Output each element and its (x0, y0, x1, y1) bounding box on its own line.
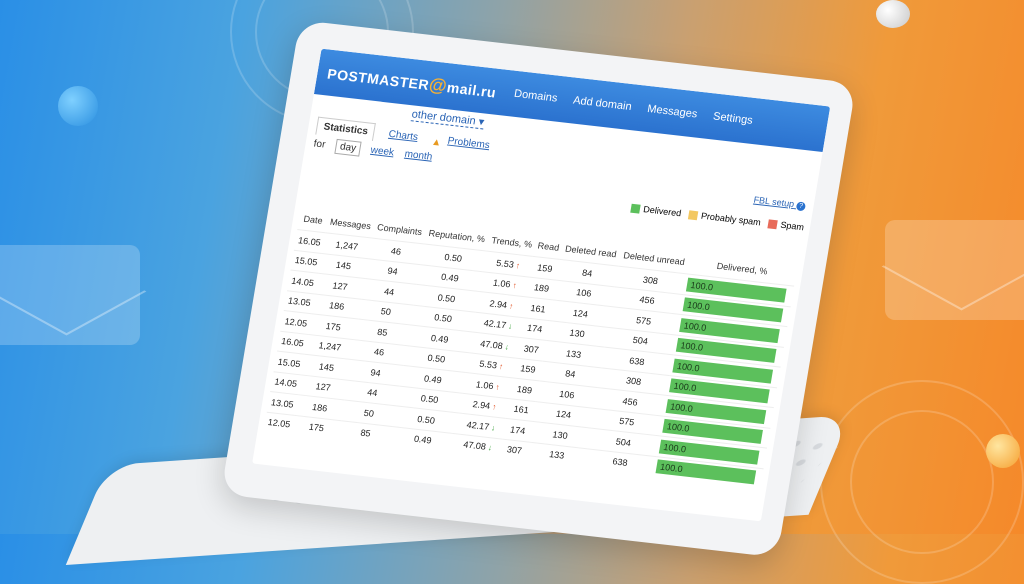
period-month[interactable]: month (403, 148, 434, 163)
arrow-up-icon: ↑ (506, 301, 514, 311)
arrow-up-icon: ↑ (513, 260, 521, 271)
help-icon[interactable]: ? (795, 201, 807, 212)
statistics-table: Date Messages Complaints Reputation, % T… (263, 192, 801, 489)
arrow-up-icon: ↑ (496, 361, 504, 372)
cell-date: 12.05 (263, 411, 295, 435)
tab-problems[interactable]: Problems (446, 135, 491, 152)
arrow-down-icon: ↓ (505, 321, 514, 332)
bg-ball (876, 0, 910, 28)
tab-charts[interactable]: Charts (387, 128, 419, 144)
arrow-down-icon: ↓ (485, 443, 493, 453)
warning-icon: ▲ (430, 136, 443, 149)
arrow-up-icon: ↑ (492, 382, 501, 392)
arrow-up-icon: ↑ (509, 280, 518, 291)
nav-add-domain[interactable]: Add domain (572, 94, 633, 114)
nav-domains[interactable]: Domains (513, 87, 559, 105)
for-label: for (312, 138, 327, 151)
nav-settings[interactable]: Settings (712, 110, 754, 127)
bg-envelope-icon (885, 220, 1024, 320)
col-deleted-read[interactable]: Deleted read (564, 243, 618, 260)
bg-ball (986, 434, 1020, 468)
tab-statistics[interactable]: Statistics (315, 116, 377, 142)
bg-ring (850, 410, 994, 554)
bg-ball (58, 86, 98, 126)
cell-messages: 175 (291, 414, 342, 441)
col-messages[interactable]: Messages (329, 216, 372, 232)
arrow-down-icon: ↓ (488, 422, 497, 433)
arrow-down-icon: ↓ (501, 341, 510, 352)
col-complaints[interactable]: Complaints (376, 222, 423, 238)
cell-read: 307 (499, 438, 530, 462)
col-trends[interactable]: Trends, % (490, 235, 533, 250)
cell-trend: 47.08 ↓ (452, 433, 503, 459)
nav-messages[interactable]: Messages (646, 102, 699, 121)
bg-envelope-icon (0, 245, 140, 345)
postmaster-logo[interactable]: POSTMASTER@mail.ru (326, 65, 498, 101)
laptop-lid: POSTMASTER@mail.ru Domains Add domain Me… (220, 20, 857, 558)
arrow-up-icon: ↑ (489, 402, 497, 412)
caret-down-icon: ▾ (477, 115, 486, 129)
laptop-screen: POSTMASTER@mail.ru Domains Add domain Me… (252, 48, 831, 522)
period-day[interactable]: day (334, 138, 362, 157)
period-week[interactable]: week (369, 144, 395, 159)
